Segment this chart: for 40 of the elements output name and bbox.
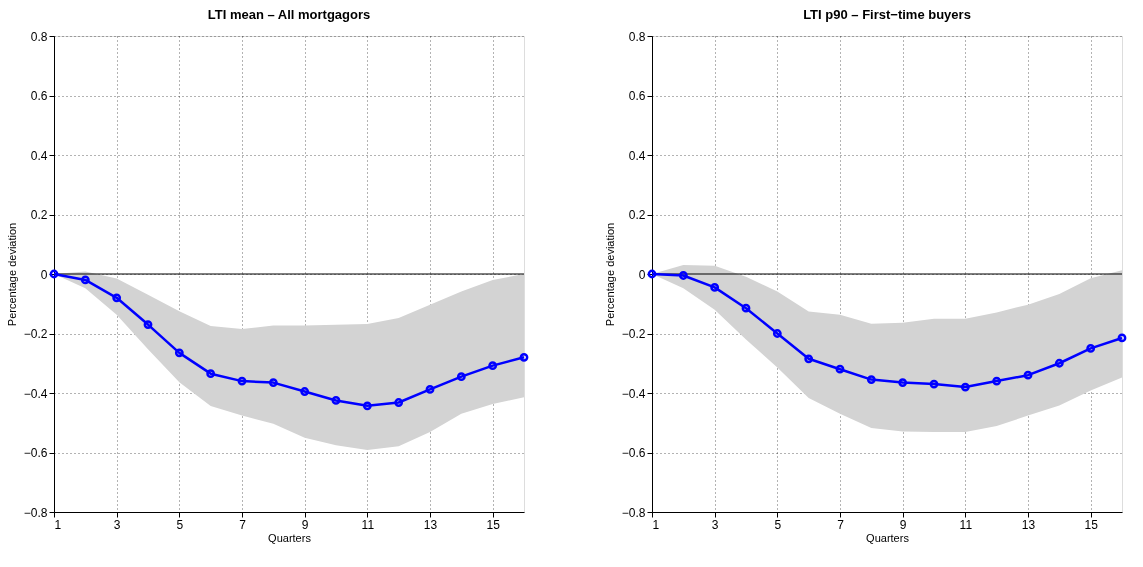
- x-tick-label: 9: [899, 517, 907, 532]
- x-tick-label: 5: [774, 517, 782, 532]
- y-tick-label: 0.6: [628, 89, 646, 103]
- y-tick-label: 0: [638, 267, 646, 282]
- y-tick-label: 0.6: [30, 89, 48, 103]
- y-tick-label: −0.2: [621, 327, 646, 341]
- y-tick-label: 0: [40, 267, 48, 282]
- x-tick-label: 11: [959, 517, 973, 532]
- y-tick-label: −0.8: [621, 505, 646, 520]
- y-axis-title: Percentage deviation: [603, 222, 616, 327]
- x-tick-label: 3: [711, 517, 719, 532]
- y-axis-title: Percentage deviation: [5, 222, 18, 327]
- x-tick-label: 7: [837, 517, 845, 532]
- y-tick-label: 0.8: [30, 29, 48, 44]
- y-tick-label: −0.4: [621, 386, 646, 401]
- x-tick-label: 9: [301, 517, 309, 532]
- y-tick-label: −0.6: [621, 446, 646, 460]
- x-tick-label: 11: [361, 517, 375, 532]
- x-tick-label: 15: [486, 517, 501, 532]
- y-tick-label: −0.4: [23, 386, 48, 401]
- chart-title: LTI mean – All mortgagors: [207, 7, 371, 22]
- y-tick-label: 0.4: [628, 148, 646, 163]
- y-tick-label: −0.8: [23, 505, 48, 520]
- x-tick-label: 3: [113, 517, 121, 532]
- y-tick-label: 0.2: [30, 208, 48, 222]
- x-axis-title: Quarters: [866, 531, 910, 544]
- y-tick-label: 0.2: [628, 208, 646, 222]
- x-tick-label: 15: [1084, 517, 1099, 532]
- chart-title: LTI p90 – First−time buyers: [803, 7, 971, 22]
- x-tick-label: 1: [54, 517, 62, 532]
- x-tick-label: 13: [1021, 517, 1036, 532]
- x-tick-label: 1: [652, 517, 660, 532]
- y-tick-label: 0.8: [628, 29, 646, 44]
- x-tick-label: 13: [423, 517, 438, 532]
- y-tick-label: 0.4: [30, 148, 48, 163]
- y-tick-label: −0.2: [23, 327, 48, 341]
- x-tick-label: 7: [239, 517, 247, 532]
- x-axis-title: Quarters: [268, 531, 312, 544]
- y-tick-label: −0.6: [23, 446, 48, 460]
- x-tick-label: 5: [176, 517, 184, 532]
